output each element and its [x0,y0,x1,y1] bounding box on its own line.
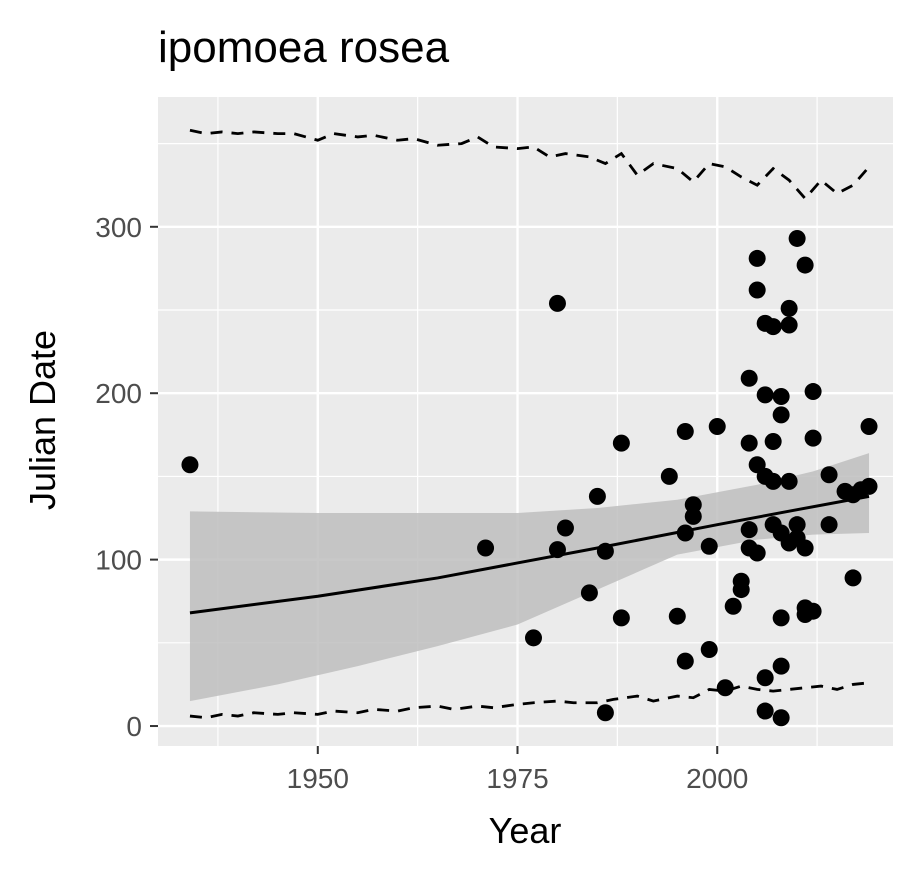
chart-title: ipomoea rosea [158,23,450,72]
y-tick-label: 0 [126,711,142,742]
data-point [548,294,566,312]
data-point [708,417,726,435]
data-point [612,434,630,452]
data-point [740,521,758,539]
data-point [780,472,798,490]
data-point [804,383,822,401]
data-point [820,466,838,484]
data-point [668,607,686,625]
x-tick-label: 1950 [287,763,349,794]
data-point [181,456,199,474]
data-point [580,584,598,602]
data-point [556,519,574,537]
data-point [844,569,862,587]
data-point [788,516,806,534]
data-point [764,432,782,450]
data-point [804,429,822,447]
data-point [860,417,878,435]
data-point [676,422,694,440]
data-point [748,544,766,562]
data-point [676,652,694,670]
data-point [860,477,878,495]
data-point [764,472,782,490]
data-point [548,541,566,559]
data-point [772,388,790,406]
data-point [740,369,758,387]
lower-bound-line [189,681,870,720]
data-point [724,597,742,615]
data-point [756,702,774,720]
y-tick-label: 100 [95,545,142,576]
x-tick-label: 1975 [486,763,548,794]
upper-bound-line [189,128,871,201]
data-point [477,539,495,557]
data-point [524,629,542,647]
data-point [780,316,798,334]
data-point [796,539,814,557]
data-point [748,281,766,299]
data-point [796,256,814,274]
data-point [716,679,734,697]
data-point [772,406,790,424]
data-point [740,434,758,452]
data-point [772,709,790,727]
data-point [772,657,790,675]
data-point [756,386,774,404]
data-point [764,318,782,336]
x-tick-label: 2000 [686,763,748,794]
y-tick-label: 300 [95,212,142,243]
data-point [612,609,630,627]
data-point [684,496,702,514]
data-point [596,542,614,560]
data-point [700,537,718,555]
data-point [820,516,838,534]
data-point [780,299,798,317]
y-tick-label: 200 [95,378,142,409]
data-point [788,229,806,247]
data-point [756,669,774,687]
data-point [732,581,750,599]
data-point [804,602,822,620]
data-point [676,524,694,542]
x-axis-title: Year [489,810,562,851]
data-point [684,507,702,525]
data-point [660,467,678,485]
data-point [588,487,606,505]
y-axis-title: Julian Date [22,330,63,510]
data-point [748,249,766,267]
data-point [772,609,790,627]
data-point [700,640,718,658]
data-point [596,704,614,722]
